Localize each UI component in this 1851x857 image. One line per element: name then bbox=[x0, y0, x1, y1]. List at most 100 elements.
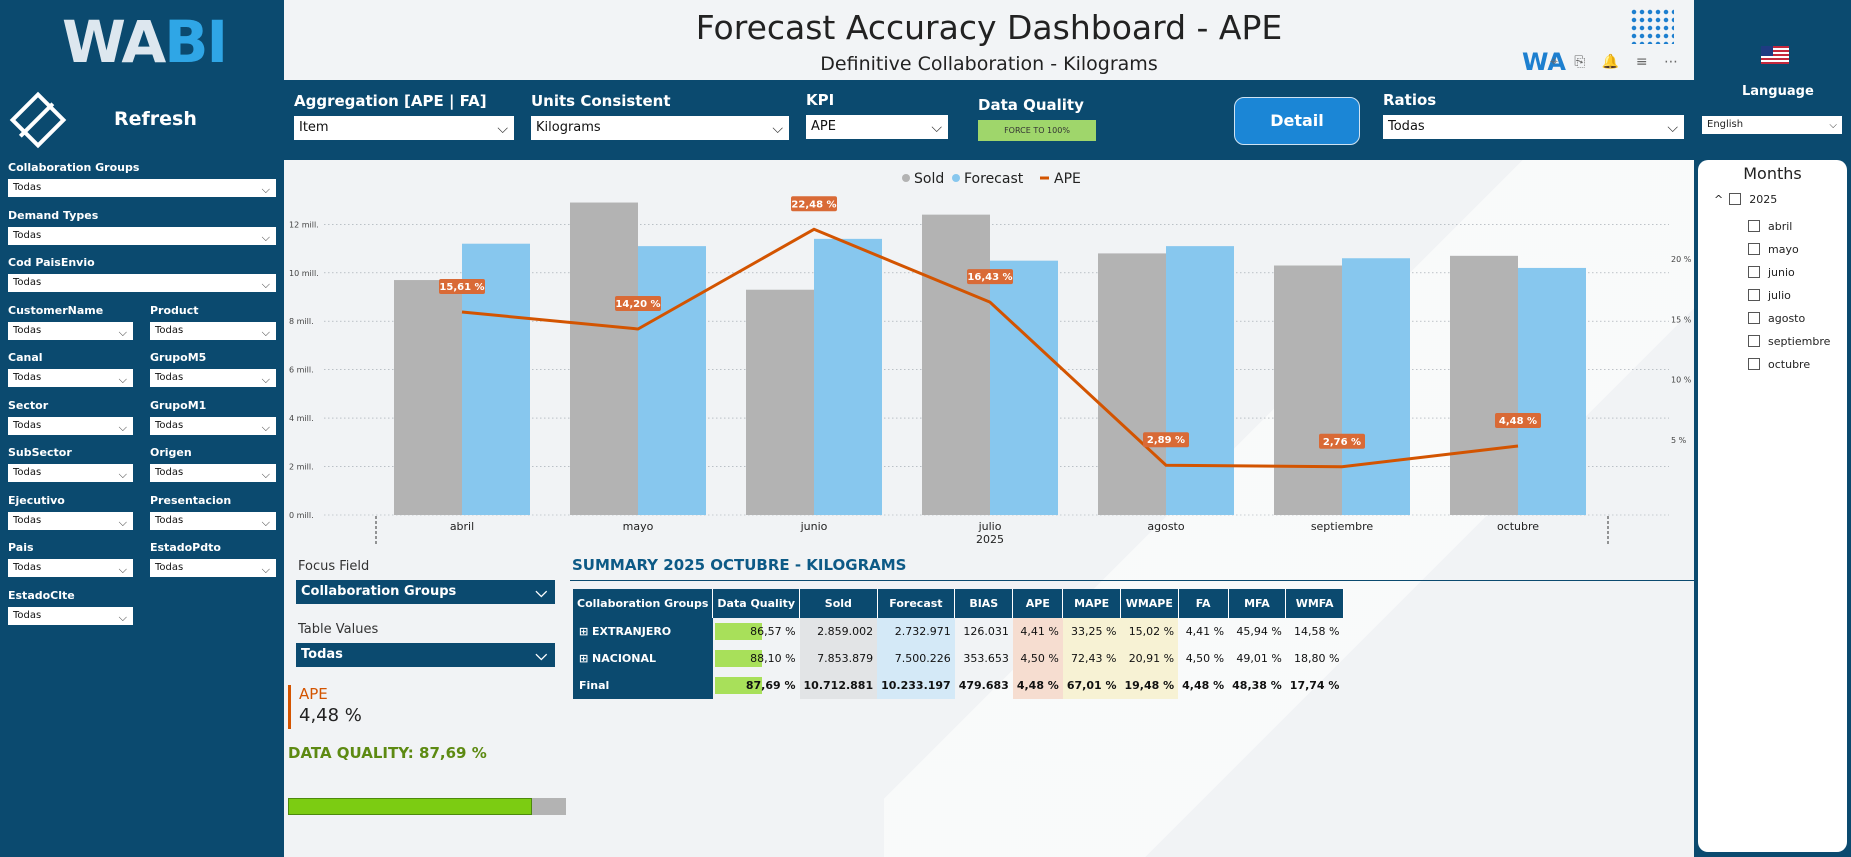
month-label: mayo bbox=[1768, 243, 1799, 256]
kpi-select[interactable]: APE ⌵ bbox=[806, 115, 948, 139]
table-row[interactable]: ⊞ NACIONAL 88,10 % 7.853.879 7.500.226 353.6… bbox=[573, 645, 1343, 672]
sold-forecast-ape-chart[interactable]: 0 mill. 2 mill. 4 mill. 6 mill. 8 mill. 10 mi… bbox=[284, 160, 1694, 555]
row-group-cell[interactable]: ⊞ NACIONAL bbox=[573, 645, 713, 672]
column-header[interactable]: FA bbox=[1178, 589, 1229, 618]
chevron-down-icon: ⌵ bbox=[261, 231, 270, 244]
month-item-agosto[interactable]: agosto bbox=[1748, 312, 1805, 328]
filter-select[interactable]: Todas ⌵ bbox=[8, 559, 133, 577]
filter-select[interactable]: Todas ⌵ bbox=[150, 369, 276, 387]
month-item-julio[interactable]: julio bbox=[1748, 289, 1791, 305]
column-header[interactable]: MFA bbox=[1228, 589, 1287, 618]
filter-select[interactable]: Todas ⌵ bbox=[150, 464, 276, 482]
month-checkbox[interactable] bbox=[1748, 266, 1760, 278]
year-item-2025[interactable]: ^ 2025 bbox=[1714, 193, 1778, 206]
month-item-abril[interactable]: abril bbox=[1748, 220, 1792, 236]
filter-select[interactable]: Todas ⌵ bbox=[150, 559, 276, 577]
aggregation-control: Aggregation [APE | FA] Item ⌵ bbox=[294, 92, 514, 140]
filter-select[interactable]: Todas ⌵ bbox=[150, 322, 276, 340]
table-row[interactable]: ⊞ EXTRANJERO 86,57 % 2.859.002 2.732.971 126… bbox=[573, 618, 1343, 645]
ape-data-label-box bbox=[967, 269, 1013, 285]
filter-select[interactable]: Todas ⌵ bbox=[8, 227, 276, 245]
ratios-label: Ratios bbox=[1383, 91, 1437, 109]
chevron-down-icon: ⌵ bbox=[118, 326, 127, 339]
year-checkbox[interactable] bbox=[1729, 193, 1742, 205]
chevron-up-icon[interactable]: ^ bbox=[1714, 193, 1724, 206]
month-label: septiembre bbox=[1768, 335, 1831, 348]
month-item-junio[interactable]: junio bbox=[1748, 266, 1795, 282]
refresh-button[interactable]: Refresh bbox=[114, 108, 197, 130]
row-group-cell[interactable]: ⊞ EXTRANJERO bbox=[573, 618, 713, 645]
bar-sold-agosto bbox=[1098, 253, 1166, 515]
fa-cell: 4,50 % bbox=[1185, 652, 1225, 665]
page-subtitle: Definitive Collaboration - Kilograms bbox=[820, 53, 1158, 75]
filter-select[interactable]: Todas ⌵ bbox=[150, 512, 276, 530]
column-header[interactable]: WMFA bbox=[1285, 589, 1344, 618]
month-item-mayo[interactable]: mayo bbox=[1748, 243, 1799, 259]
row-group-cell[interactable]: Final bbox=[573, 672, 713, 699]
chevron-down-icon: ⌵ bbox=[118, 468, 127, 481]
filter-select[interactable]: Todas ⌵ bbox=[150, 417, 276, 435]
filter-select[interactable]: Todas ⌵ bbox=[8, 417, 133, 435]
filter-select[interactable]: Todas ⌵ bbox=[8, 322, 133, 340]
bar-forecast-septiembre bbox=[1342, 258, 1410, 515]
summary-divider bbox=[570, 580, 1694, 581]
units-select[interactable]: Kilograms ⌵ bbox=[531, 116, 789, 140]
bar-sold-septiembre bbox=[1274, 265, 1342, 515]
x-year-label: 2025 bbox=[976, 533, 1004, 546]
data-quality-cell: 86,57 % bbox=[713, 618, 800, 645]
focus-field-select[interactable]: Collaboration Groups ⌵ bbox=[296, 580, 555, 604]
month-checkbox[interactable] bbox=[1748, 289, 1760, 301]
data-quality-bar bbox=[288, 798, 566, 815]
ratios-select[interactable]: Todas ⌵ bbox=[1383, 115, 1684, 139]
filter-ejecutivo: Ejecutivo Todas ⌵ bbox=[8, 494, 133, 530]
chevron-down-icon: ⌵ bbox=[261, 563, 270, 576]
aggregation-select[interactable]: Item ⌵ bbox=[294, 116, 514, 140]
month-item-septiembre[interactable]: septiembre bbox=[1748, 335, 1830, 351]
filter-select[interactable]: Todas ⌵ bbox=[8, 607, 133, 625]
column-header[interactable]: Data Quality bbox=[712, 589, 801, 618]
bar-forecast-junio bbox=[814, 238, 882, 515]
filter-pais: Pais Todas ⌵ bbox=[8, 541, 133, 577]
month-item-octubre[interactable]: octubre bbox=[1748, 358, 1810, 374]
column-header[interactable]: WMAPE bbox=[1120, 589, 1179, 618]
month-checkbox[interactable] bbox=[1748, 220, 1760, 232]
ape-line[interactable] bbox=[461, 227, 1519, 469]
month-checkbox[interactable] bbox=[1748, 335, 1760, 347]
filter-select[interactable]: Todas ⌵ bbox=[8, 274, 276, 292]
ratios-control: Ratios Todas ⌵ bbox=[1383, 91, 1684, 139]
filter-select[interactable]: Todas ⌵ bbox=[8, 369, 133, 387]
filter-select[interactable]: Todas ⌵ bbox=[8, 179, 276, 197]
wmfa-cell: 17,74 % bbox=[1289, 679, 1340, 692]
sold-cell: 10.712.881 bbox=[799, 672, 878, 699]
column-header[interactable]: Sold bbox=[799, 589, 878, 618]
column-header[interactable]: Forecast bbox=[877, 589, 956, 618]
chevron-down-icon: ⌵ bbox=[118, 563, 127, 576]
column-header[interactable]: APE bbox=[1012, 589, 1064, 618]
y-right-tick-label: 5 % bbox=[1671, 436, 1687, 445]
month-checkbox[interactable] bbox=[1748, 358, 1760, 370]
filter-canal: Canal Todas ⌵ bbox=[8, 351, 133, 387]
data-quality-badge[interactable]: FORCE TO 100% bbox=[978, 120, 1096, 141]
x-tick-label: julio bbox=[978, 520, 1002, 533]
table-values-select[interactable]: Todas ⌵ bbox=[296, 643, 555, 667]
refresh-icon[interactable] bbox=[9, 91, 67, 149]
month-checkbox[interactable] bbox=[1748, 243, 1760, 255]
data-quality-text: DATA QUALITY: 87,69 % bbox=[288, 744, 487, 762]
filter-estadoclte: EstadoClte Todas ⌵ bbox=[8, 589, 133, 625]
language-select[interactable]: English ⌵ bbox=[1702, 116, 1842, 134]
filter-select[interactable]: Todas ⌵ bbox=[8, 512, 133, 530]
detail-button[interactable]: Detail bbox=[1234, 97, 1360, 145]
summary-table: Collaboration Groups Data Quality Sold Fore… bbox=[573, 589, 1344, 699]
us-flag-icon[interactable] bbox=[1761, 46, 1789, 64]
visual-toolbar-icons[interactable]: ⌖ ⎘ 🔔 ≡ ⋯ bbox=[1549, 54, 1684, 70]
summary-header-row: Collaboration Groups Data Quality Sold Fore… bbox=[573, 589, 1344, 618]
wmape-cell: 19,48 % bbox=[1120, 672, 1179, 699]
x-tick-label: septiembre bbox=[1311, 520, 1374, 533]
column-header[interactable]: BIAS bbox=[954, 589, 1014, 618]
column-header[interactable]: Collaboration Groups bbox=[573, 589, 714, 618]
filter-label: CustomerName bbox=[8, 304, 104, 317]
column-header[interactable]: MAPE bbox=[1062, 589, 1121, 618]
table-row[interactable]: Final 87,69 % 10.712.881 10.233.197 479.683 4… bbox=[573, 672, 1343, 699]
filter-select[interactable]: Todas ⌵ bbox=[8, 464, 133, 482]
month-checkbox[interactable] bbox=[1748, 312, 1760, 324]
